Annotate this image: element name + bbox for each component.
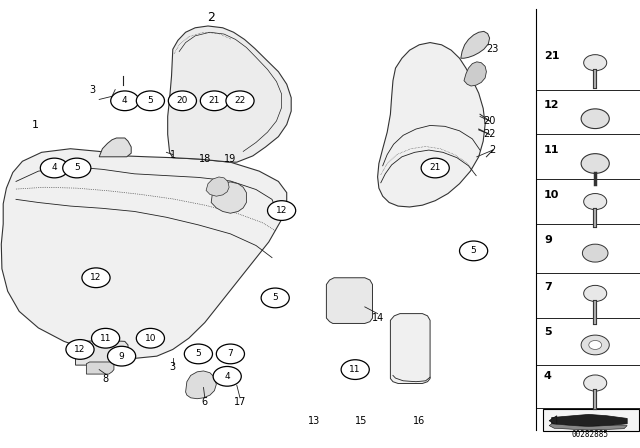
Text: 3: 3 [170, 362, 176, 372]
Text: 18: 18 [198, 154, 211, 164]
Circle shape [111, 91, 139, 111]
Circle shape [108, 346, 136, 366]
Polygon shape [1, 149, 287, 358]
Text: 16: 16 [413, 416, 426, 426]
Circle shape [136, 91, 164, 111]
Circle shape [136, 328, 164, 348]
Text: 19: 19 [224, 154, 237, 164]
Polygon shape [464, 62, 486, 86]
Circle shape [584, 285, 607, 302]
Circle shape [268, 201, 296, 220]
Text: 5: 5 [74, 164, 79, 172]
Circle shape [82, 268, 110, 288]
Text: 23: 23 [486, 44, 499, 54]
Text: 5: 5 [196, 349, 201, 358]
Text: 4: 4 [544, 371, 552, 381]
Text: 15: 15 [355, 416, 368, 426]
Text: 00282885: 00282885 [572, 430, 609, 439]
Text: 13: 13 [307, 416, 320, 426]
Text: 11: 11 [544, 145, 559, 155]
Text: 7: 7 [544, 282, 552, 292]
Text: 2: 2 [490, 145, 496, 155]
Circle shape [341, 360, 369, 379]
Circle shape [63, 158, 91, 178]
Circle shape [40, 158, 68, 178]
Text: 20: 20 [177, 96, 188, 105]
Circle shape [226, 91, 254, 111]
Circle shape [581, 154, 609, 173]
Text: 12: 12 [544, 100, 559, 110]
Polygon shape [76, 340, 128, 365]
Polygon shape [390, 314, 430, 383]
Circle shape [581, 109, 609, 129]
Polygon shape [461, 31, 490, 58]
Text: 9: 9 [119, 352, 124, 361]
Polygon shape [549, 424, 627, 430]
Text: 5: 5 [471, 246, 476, 255]
Circle shape [589, 340, 602, 349]
Text: 11: 11 [100, 334, 111, 343]
Circle shape [460, 241, 488, 261]
Text: 1: 1 [32, 121, 38, 130]
Text: 4: 4 [52, 164, 57, 172]
Circle shape [584, 55, 607, 71]
Text: 12: 12 [74, 345, 86, 354]
Circle shape [261, 288, 289, 308]
Text: 10: 10 [145, 334, 156, 343]
Text: 21: 21 [544, 51, 559, 61]
Circle shape [581, 335, 609, 355]
Polygon shape [168, 26, 291, 162]
Polygon shape [552, 414, 627, 426]
Circle shape [584, 375, 607, 391]
Polygon shape [86, 362, 114, 374]
Text: 3: 3 [90, 85, 96, 95]
Polygon shape [206, 177, 229, 196]
Circle shape [200, 91, 228, 111]
Text: 5: 5 [544, 327, 552, 336]
Circle shape [168, 91, 196, 111]
Text: 9: 9 [544, 235, 552, 245]
Circle shape [216, 344, 244, 364]
Text: 22: 22 [483, 129, 496, 139]
Circle shape [92, 328, 120, 348]
Polygon shape [186, 371, 216, 399]
Text: 20: 20 [483, 116, 496, 126]
Circle shape [582, 244, 608, 262]
Text: 5: 5 [148, 96, 153, 105]
Text: 6: 6 [202, 397, 208, 407]
Circle shape [66, 340, 94, 359]
Polygon shape [99, 138, 131, 157]
Text: 2: 2 [207, 11, 215, 25]
Text: 22: 22 [234, 96, 246, 105]
Polygon shape [211, 182, 246, 213]
Text: 21: 21 [429, 164, 441, 172]
Circle shape [213, 366, 241, 386]
Text: 10: 10 [544, 190, 559, 200]
Text: 14: 14 [371, 313, 384, 323]
Text: 4: 4 [225, 372, 230, 381]
Circle shape [421, 158, 449, 178]
Text: 21: 21 [209, 96, 220, 105]
Text: 12: 12 [276, 206, 287, 215]
Text: 5: 5 [273, 293, 278, 302]
Polygon shape [549, 416, 557, 426]
Text: 11: 11 [349, 365, 361, 374]
Text: 1: 1 [170, 150, 176, 159]
Text: 17: 17 [234, 397, 246, 407]
Polygon shape [543, 409, 639, 431]
Circle shape [584, 194, 607, 210]
Polygon shape [326, 278, 372, 323]
Text: 4: 4 [122, 96, 127, 105]
Polygon shape [378, 43, 485, 207]
Circle shape [184, 344, 212, 364]
Text: 12: 12 [90, 273, 102, 282]
Text: 7: 7 [228, 349, 233, 358]
Text: 8: 8 [102, 374, 109, 383]
